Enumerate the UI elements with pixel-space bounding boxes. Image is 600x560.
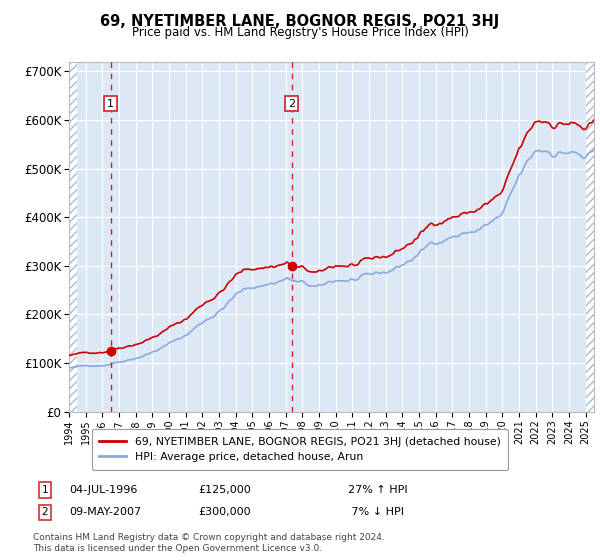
Bar [586,62,594,412]
Text: 69, NYETIMBER LANE, BOGNOR REGIS, PO21 3HJ: 69, NYETIMBER LANE, BOGNOR REGIS, PO21 3… [100,14,500,29]
Text: 04-JUL-1996: 04-JUL-1996 [69,485,137,495]
Text: 2: 2 [288,99,295,109]
Text: 09-MAY-2007: 09-MAY-2007 [69,507,141,517]
Text: 1: 1 [41,485,49,495]
Text: 27% ↑ HPI: 27% ↑ HPI [348,485,407,495]
Text: 1: 1 [107,99,114,109]
Bar [69,62,77,412]
Text: £125,000: £125,000 [198,485,251,495]
Text: Contains HM Land Registry data © Crown copyright and database right 2024.
This d: Contains HM Land Registry data © Crown c… [33,533,385,553]
Text: £300,000: £300,000 [198,507,251,517]
Text: 2: 2 [41,507,49,517]
Text: 7% ↓ HPI: 7% ↓ HPI [348,507,404,517]
Text: Price paid vs. HM Land Registry's House Price Index (HPI): Price paid vs. HM Land Registry's House … [131,26,469,39]
Legend: 69, NYETIMBER LANE, BOGNOR REGIS, PO21 3HJ (detached house), HPI: Average price,: 69, NYETIMBER LANE, BOGNOR REGIS, PO21 3… [92,429,508,470]
